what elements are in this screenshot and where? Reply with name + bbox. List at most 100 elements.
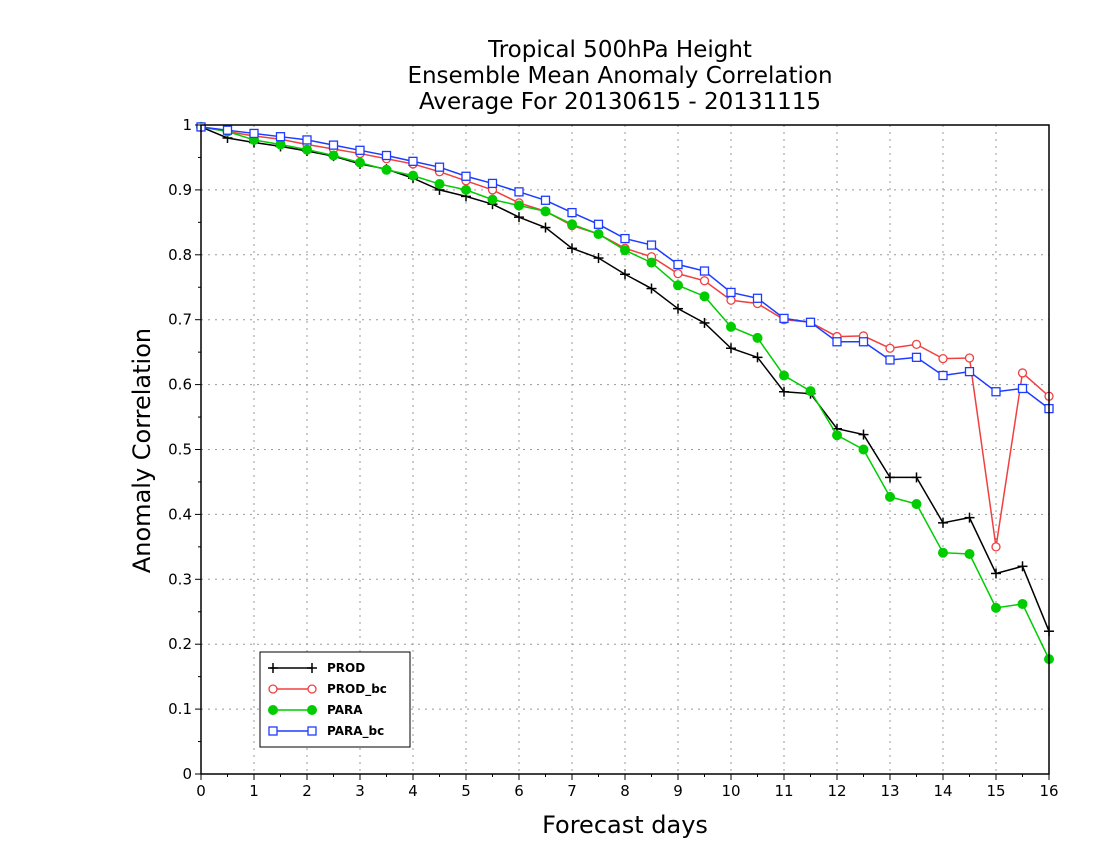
data-point-prod-bc [991,542,1001,552]
data-point-para-bc [381,150,392,161]
legend-marker [268,726,278,736]
x-tick-label: 6 [514,782,524,800]
data-point-para [673,280,683,291]
data-point-para-bc [275,132,286,142]
x-tick-label: 11 [774,782,793,800]
data-point-prod-bc [938,353,948,364]
data-point-prod [779,386,789,397]
data-point-para-bc [964,366,975,377]
data-point-prod [593,253,604,264]
data-point-para-bc [620,233,630,244]
legend-label: PROD [327,661,365,675]
legend-label: PROD_bc [327,682,387,697]
data-point-prod [620,269,630,280]
legend-entry-prod-bc: PROD_bc [268,682,387,697]
data-point-prod [673,303,683,314]
legend-entry-para: PARA [268,703,363,717]
y-tick-label: 0.6 [168,376,192,394]
data-point-para [487,194,498,205]
data-point-para [328,150,339,161]
data-point-para [408,170,418,181]
legend-label: PARA [327,703,363,717]
legend-marker [307,705,317,715]
data-point-para [461,184,471,195]
x-tick-label: 15 [986,782,1005,800]
data-point-prod [991,568,1001,579]
data-point-para [1017,598,1028,609]
chart-title-line-1: Tropical 500hPa Height [488,37,752,63]
x-axis-title: Forecast days [542,811,708,839]
data-point-para-bc [408,156,418,166]
series-layer [196,121,1054,665]
data-point-prod-bc [673,268,683,279]
y-axis-title: Anomaly Correlation [128,328,156,573]
data-point-para-bc [567,207,577,218]
data-point-para [381,164,392,175]
data-point-para-bc [938,370,948,381]
y-tick-label: 0.4 [168,505,192,523]
x-tick-label: 3 [355,782,365,800]
data-point-para [805,386,816,397]
x-tick-label: 8 [620,782,630,800]
data-point-prod [938,517,948,528]
data-point-para-bc [1017,383,1028,394]
legend-label: PARA_bc [327,724,384,739]
data-point-para [434,179,445,190]
data-point-prod [885,472,895,483]
x-tick-label: 2 [302,782,312,800]
data-point-para-bc [540,195,551,205]
series-line-para-bc [200,126,1050,410]
data-point-para-bc [911,352,922,362]
y-tick-label: 0.1 [168,700,192,718]
x-tick-label: 14 [933,782,952,800]
data-point-para-bc [991,387,1001,397]
legend-marker [268,684,278,694]
data-point-para [540,206,551,217]
data-point-para [699,291,710,302]
x-tick-label: 1 [249,782,259,800]
y-tick-label: 0.9 [168,181,192,199]
x-tick-label: 16 [1039,782,1058,800]
data-point-prod-bc [964,353,975,363]
legend-marker [268,705,278,715]
data-point-para [911,499,922,510]
data-point-para [885,491,895,502]
legend-entry-prod: PROD [268,661,365,675]
y-tick-label: 0.2 [168,635,192,653]
data-point-prod [911,472,922,483]
data-point-para [302,144,312,155]
data-point-para-bc [355,145,365,155]
data-point-para-bc [752,293,763,303]
data-point-para-bc [302,135,312,145]
data-point-para-bc [832,337,842,347]
data-point-prod [1017,561,1028,572]
data-point-para [752,332,763,343]
legend: PROD PROD_bc PARA PARA_bc [259,651,411,748]
data-point-para [593,229,604,240]
data-point-para [991,602,1001,613]
data-point-prod [514,212,524,223]
data-point-para-bc [885,355,895,365]
x-tick-label: 13 [880,782,899,800]
data-point-para-bc [858,337,869,347]
data-point-para-bc [726,287,736,298]
y-tick-label: 0.8 [168,246,192,264]
legend-entry-para-bc: PARA_bc [268,724,384,739]
data-point-prod [726,343,736,354]
data-point-para [620,245,630,256]
legend-marker [307,684,317,694]
x-tick-label: 5 [461,782,471,800]
data-point-para-bc [673,259,683,270]
x-tick-label: 12 [827,782,846,800]
x-tick-label: 4 [408,782,418,800]
data-point-para-bc [514,187,524,197]
data-point-para [832,430,842,441]
data-point-para-bc [805,317,816,327]
y-tick-label: 0 [182,765,192,783]
data-point-para [964,548,975,559]
data-point-prod [646,283,657,294]
data-point-para [938,547,948,558]
y-tick-label: 0.7 [168,311,192,329]
data-point-prod-bc [885,343,895,353]
